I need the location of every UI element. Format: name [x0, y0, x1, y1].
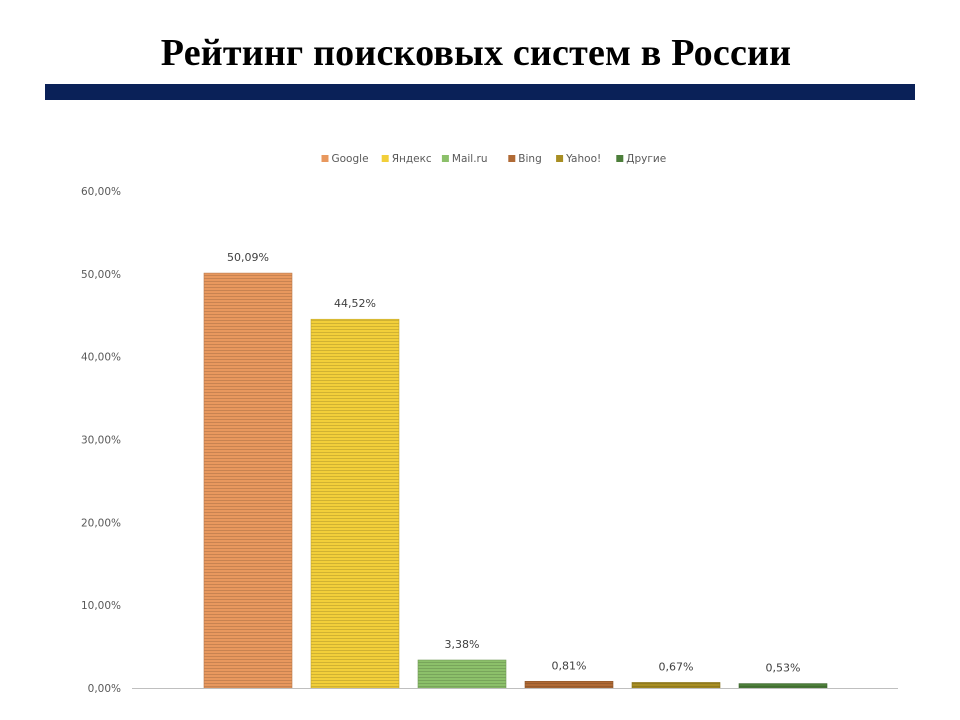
title-rule — [45, 84, 915, 100]
y-tick-label: 20,00% — [81, 517, 121, 529]
y-tick-label: 40,00% — [81, 352, 121, 364]
legend-label: Google — [332, 153, 369, 165]
legend-swatch — [616, 155, 624, 162]
data-label: 50,09% — [227, 251, 269, 264]
y-tick-label: 10,00% — [81, 600, 121, 612]
bar-4 — [524, 680, 614, 689]
legend-swatch — [321, 155, 329, 162]
bar-1 — [203, 272, 293, 689]
data-labels: 50,09% 44,52% 3,38% 0,81% 0,67% 0,53% — [227, 251, 800, 675]
bar-2 — [310, 318, 400, 689]
legend-label: Mail.ru — [452, 153, 488, 165]
legend-label: Bing — [518, 153, 541, 165]
y-tick-label: 30,00% — [81, 435, 121, 447]
chart-legend: Google Яндекс Mail.ru Bing Yahoo! Другие — [321, 153, 666, 165]
legend-swatch — [441, 155, 449, 162]
data-label: 0,81% — [552, 659, 587, 672]
bar-3 — [417, 659, 507, 689]
bar-5 — [631, 682, 721, 689]
y-tick-label: 0,00% — [88, 683, 121, 695]
data-label: 3,38% — [445, 638, 480, 651]
y-axis: 0,00% 10,00% 20,00% 30,00% 40,00% 50,00% 60,00… — [81, 186, 121, 695]
y-tick-label: 60,00% — [81, 186, 121, 198]
bar-6 — [738, 683, 828, 689]
data-label: 0,53% — [766, 662, 801, 675]
slide-title: Рейтинг поисковых систем в России — [160, 32, 792, 74]
legend-swatch — [381, 155, 389, 162]
legend-label: Другие — [626, 153, 666, 165]
data-label: 44,52% — [334, 297, 376, 310]
y-tick-label: 50,00% — [81, 269, 121, 281]
legend-swatch — [508, 155, 516, 162]
bars — [203, 272, 828, 689]
legend-swatch — [556, 155, 564, 162]
legend-label: Яндекс — [392, 153, 432, 165]
data-label: 0,67% — [659, 660, 694, 673]
legend-label: Yahoo! — [565, 153, 601, 165]
